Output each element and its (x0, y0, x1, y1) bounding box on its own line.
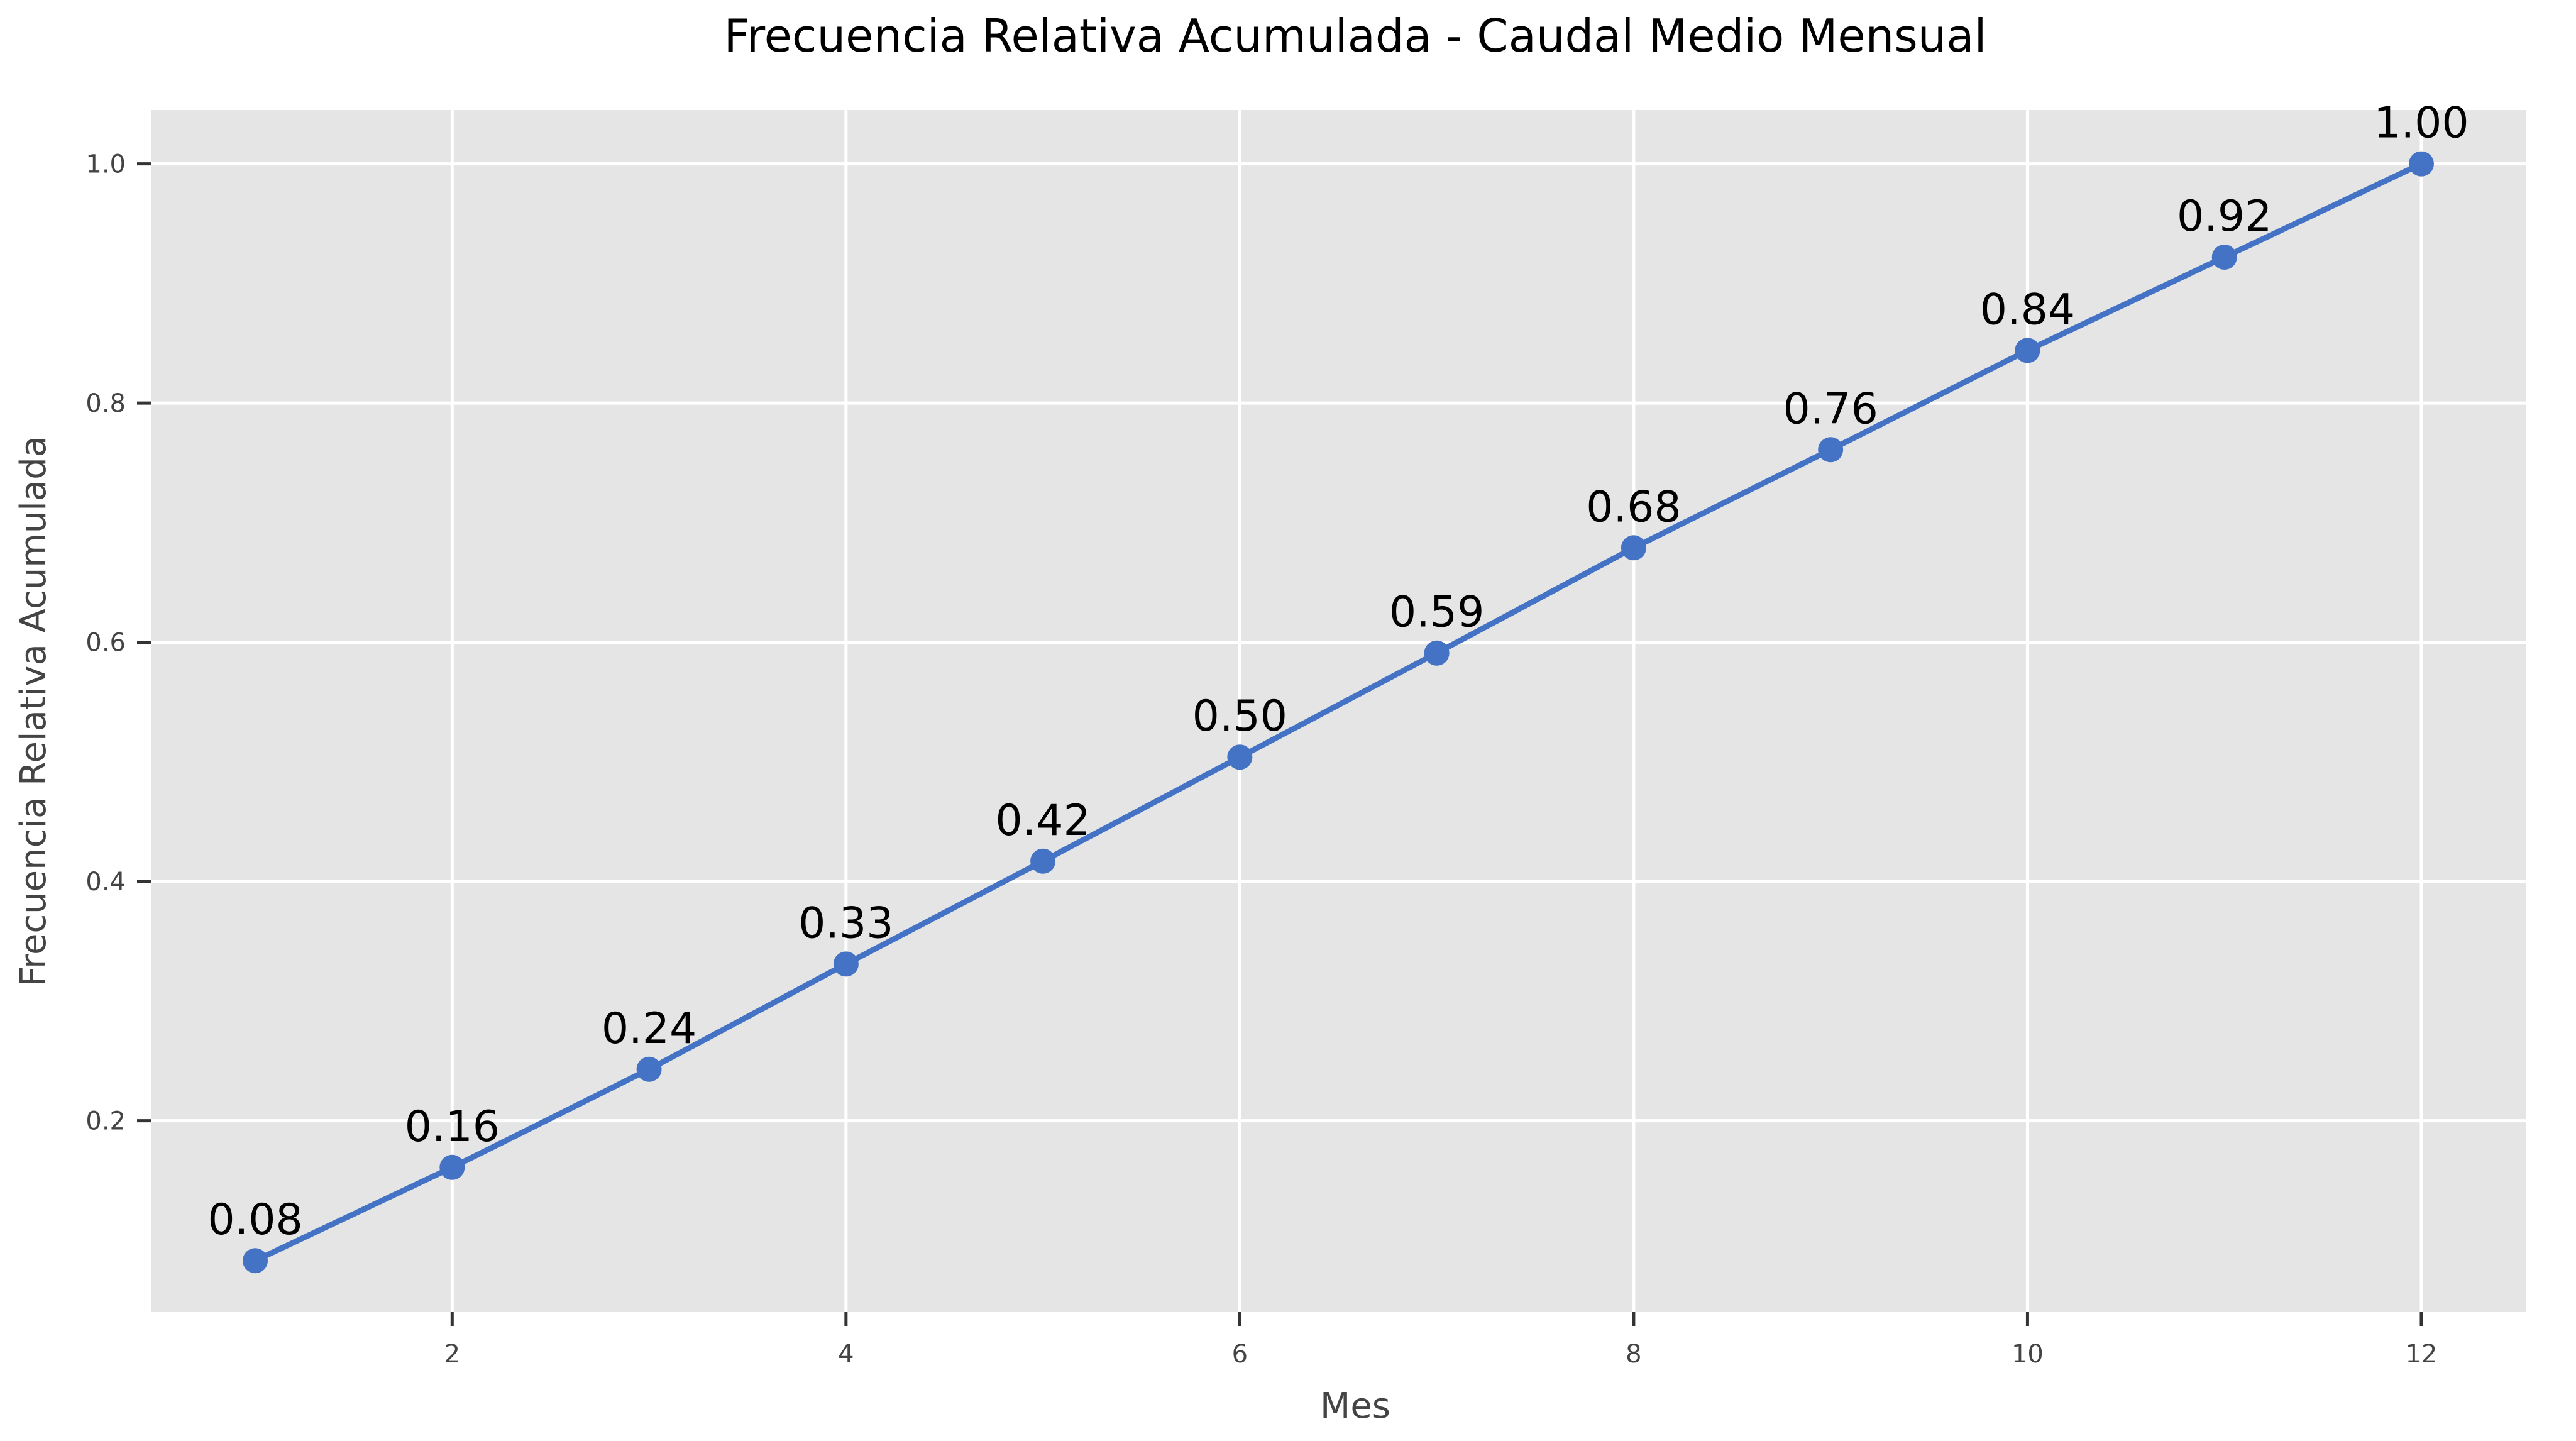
data-label: 0.08 (207, 1195, 302, 1245)
x-tick-label: 2 (444, 1340, 460, 1369)
data-point (2015, 338, 2040, 363)
plot-background (151, 110, 2526, 1312)
data-point (1227, 744, 1253, 770)
y-tick-label: 1.0 (85, 150, 126, 179)
data-label: 0.68 (1586, 482, 1681, 532)
data-label: 0.84 (1980, 285, 2075, 334)
x-axis-label: Mes (1320, 1386, 1390, 1427)
data-point (1424, 640, 1450, 666)
data-point (439, 1154, 465, 1180)
data-point (833, 951, 859, 977)
x-tick-label: 4 (838, 1340, 854, 1369)
data-point (2408, 151, 2434, 177)
data-label: 0.33 (798, 898, 893, 948)
data-label: 0.16 (405, 1102, 500, 1152)
data-label: 0.50 (1192, 692, 1287, 741)
data-label: 0.76 (1783, 384, 1878, 434)
data-label: 0.42 (995, 796, 1090, 846)
data-point (1621, 535, 1646, 561)
x-tick-label: 12 (2406, 1340, 2438, 1369)
x-tick-label: 6 (1232, 1340, 1248, 1369)
data-label: 0.92 (2177, 192, 2272, 241)
data-point (1030, 848, 1056, 874)
data-label: 0.59 (1389, 588, 1484, 638)
data-point (1818, 437, 1844, 463)
data-label: 0.24 (602, 1004, 696, 1054)
y-tick-label: 0.2 (85, 1107, 126, 1136)
data-point (2211, 245, 2237, 270)
y-tick-label: 0.6 (85, 629, 126, 658)
data-label: 1.00 (2374, 99, 2469, 148)
y-tick-label: 0.8 (85, 389, 126, 418)
series-line (254, 161, 2423, 1264)
y-tick-label: 0.4 (85, 868, 126, 897)
x-tick-label: 10 (2012, 1340, 2044, 1369)
y-axis-label: Frecuencia Relativa Acumulada (13, 436, 54, 986)
tick-layer: 2 4 6 8 10 12 0.2 0.4 0.6 0.8 1.0 (85, 150, 2437, 1369)
series-layer (243, 151, 2434, 1274)
data-label-layer: 0.08 0.16 0.24 0.33 0.42 0.50 0.59 0.68 0.76 0.84… (207, 99, 2469, 1245)
data-point (243, 1248, 268, 1274)
chart-title: Frecuencia Relativa Acumulada - Caudal M… (724, 9, 1986, 62)
data-point (636, 1056, 662, 1082)
x-tick-label: 8 (1626, 1340, 1641, 1369)
